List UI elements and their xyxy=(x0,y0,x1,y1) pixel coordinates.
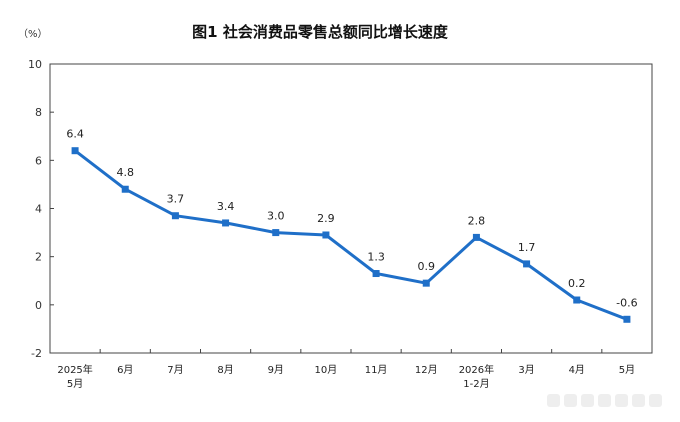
x-tick-label: 6月 xyxy=(117,364,133,376)
data-label: 0.9 xyxy=(418,260,436,273)
data-point xyxy=(272,229,280,237)
data-label: 3.4 xyxy=(217,200,235,213)
x-axis: 2025年 5月 6月 7月 8月 9月 10月 11月 12月 2026年 1-2月 3月 4月 5月 xyxy=(49,349,635,390)
data-label: 3.0 xyxy=(267,210,285,223)
series-line xyxy=(74,149,628,321)
x-tick-label: 1-2月 xyxy=(463,378,489,390)
data-labels: 6.4 4.8 3.7 3.4 3.0 2.9 1.3 0.9 2.8 1.7 0.2 -0.6 xyxy=(66,128,637,310)
x-tick-label: 5月 xyxy=(619,364,635,376)
data-point xyxy=(322,231,330,239)
data-label: 0.2 xyxy=(568,277,586,290)
x-tick-label: 9月 xyxy=(268,364,284,376)
x-tick-label: 4月 xyxy=(569,364,585,376)
x-tick-label: 2025年 xyxy=(57,363,92,376)
data-point xyxy=(573,296,581,304)
data-label: 4.8 xyxy=(117,166,135,179)
data-label: -0.6 xyxy=(616,296,637,309)
y-tick-label: 0 xyxy=(35,299,42,312)
y-axis: 10 8 6 4 2 0 -2 xyxy=(28,58,54,360)
data-point xyxy=(422,279,430,287)
x-tick-label: 7月 xyxy=(167,364,183,376)
y-tick-label: 6 xyxy=(35,154,42,167)
data-points xyxy=(71,147,631,323)
data-label: 6.4 xyxy=(66,128,84,141)
y-tick-label: 2 xyxy=(35,251,42,264)
data-point xyxy=(121,185,129,193)
y-tick-label: 10 xyxy=(28,58,42,71)
data-label: 1.3 xyxy=(367,251,385,264)
data-point xyxy=(171,212,179,220)
data-label: 2.9 xyxy=(317,212,335,225)
x-tick-label: 5月 xyxy=(67,378,83,390)
y-tick-label: 4 xyxy=(35,203,42,216)
y-tick-label: -2 xyxy=(31,347,42,360)
data-label: 2.8 xyxy=(468,214,486,227)
plot-frame xyxy=(49,63,653,354)
y-tick-label: 8 xyxy=(35,106,42,119)
x-tick-label: 11月 xyxy=(365,364,388,376)
chart-title: 图1 社会消费品零售总额同比增长速度 xyxy=(192,23,449,41)
watermark xyxy=(547,394,662,407)
data-point xyxy=(372,270,380,278)
x-tick-label: 10月 xyxy=(315,364,338,376)
data-point xyxy=(71,147,79,155)
data-point xyxy=(623,315,631,323)
x-tick-label: 12月 xyxy=(415,364,438,376)
data-point xyxy=(523,260,531,268)
x-tick-label: 8月 xyxy=(217,364,233,376)
x-tick-label: 3月 xyxy=(518,364,534,376)
data-label: 1.7 xyxy=(518,241,536,254)
x-tick-label: 2026年 xyxy=(459,363,494,376)
y-unit-label: （%） xyxy=(18,28,48,40)
data-point xyxy=(472,233,480,241)
data-label: 3.7 xyxy=(167,193,185,206)
data-point xyxy=(222,219,230,227)
